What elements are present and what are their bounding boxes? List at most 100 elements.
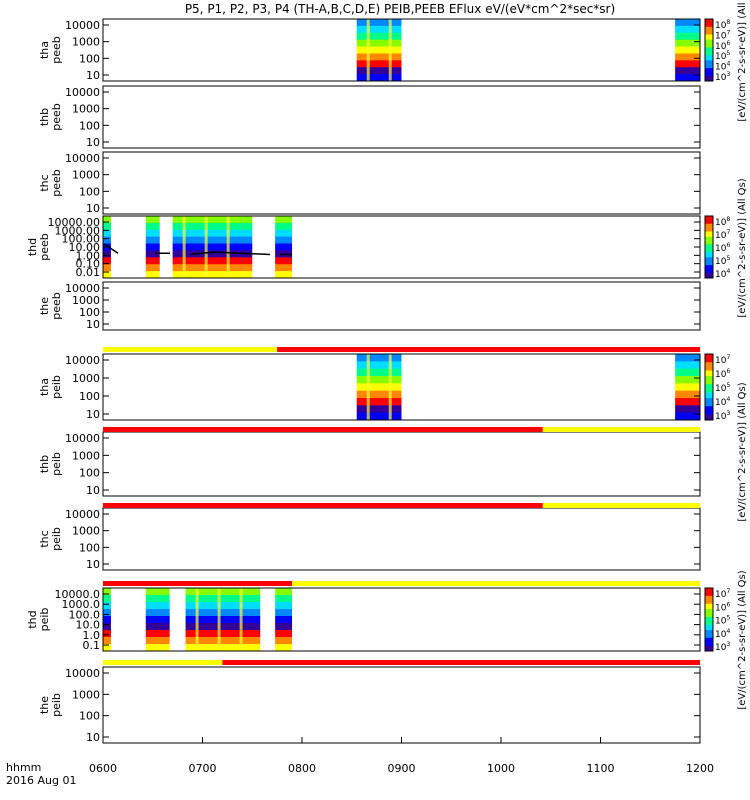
panel-tha_peib: 10000 1000 100 10 tha peib 107 106 105 104 103 bbox=[38, 347, 730, 422]
status-bar-red bbox=[277, 347, 700, 352]
spectrogram-stripe bbox=[388, 354, 392, 420]
panel-frame bbox=[102, 18, 701, 82]
y-tick-label: 10000 bbox=[65, 508, 100, 521]
status-bar-red bbox=[103, 427, 543, 432]
spectrogram-band bbox=[675, 412, 700, 421]
colorbar-cell bbox=[705, 362, 713, 366]
panel-label-instrument: peib bbox=[50, 527, 63, 551]
spectrogram-band bbox=[172, 257, 253, 265]
spectrogram-band bbox=[185, 616, 261, 624]
spectrogram-band bbox=[356, 405, 402, 414]
colorbar-cell bbox=[705, 47, 713, 51]
colorbar-cell bbox=[705, 34, 713, 38]
y-tick-label: 1000 bbox=[72, 294, 100, 307]
spectrogram-band bbox=[275, 216, 293, 224]
y-tick-label: 1000 bbox=[72, 449, 100, 462]
spectrogram-band bbox=[675, 60, 700, 68]
spectrogram-band bbox=[275, 257, 293, 265]
y-tick-label: 10000 bbox=[65, 19, 100, 32]
spectrogram-band bbox=[185, 595, 261, 603]
panel-label: tha bbox=[38, 378, 51, 396]
panel-thb_peeb: 10000 1000 100 10 thb peeb bbox=[38, 85, 701, 149]
colorbar-tick-label: 103 bbox=[715, 410, 730, 422]
panel-label-instrument: peib bbox=[50, 375, 63, 399]
colorbar-cell bbox=[705, 247, 713, 251]
spectrogram-block bbox=[185, 588, 261, 652]
y-tick-label: 1000 bbox=[72, 372, 100, 385]
panel-label: thb bbox=[38, 455, 51, 473]
spectrogram-block bbox=[275, 216, 293, 279]
y-tick-label: 10 bbox=[86, 136, 100, 149]
x-tick-label: 0900 bbox=[388, 762, 416, 775]
colorbar-tick-label: 105 bbox=[715, 615, 730, 627]
colorbar-cell bbox=[705, 403, 713, 407]
colorbar-tick-label: 107 bbox=[715, 588, 730, 600]
status-bar bbox=[103, 660, 700, 665]
spectrogram-stripe bbox=[204, 216, 208, 278]
colorbar-cell bbox=[705, 640, 713, 644]
colorbar-cell bbox=[705, 21, 713, 25]
colorbar-cell bbox=[705, 598, 713, 602]
spectrogram-band bbox=[675, 383, 700, 392]
spectrogram-band bbox=[145, 271, 160, 279]
spectrogram-band bbox=[675, 74, 700, 82]
spectrogram-band bbox=[103, 616, 111, 624]
colorbar-cell bbox=[705, 226, 713, 230]
date-label: 2016 Aug 01 bbox=[6, 774, 76, 787]
spectrogram-stripe bbox=[195, 588, 199, 651]
spectrogram-band bbox=[103, 637, 111, 645]
colorbar-cell bbox=[705, 262, 713, 266]
colorbar-cell bbox=[705, 19, 713, 23]
colorbar-cell bbox=[705, 252, 713, 256]
spectrogram-band bbox=[172, 243, 253, 251]
colorbar-cell bbox=[705, 616, 713, 620]
colorbar-cell bbox=[705, 65, 713, 69]
panel-thc_peib: 10000 1000 100 10 thc peib bbox=[38, 503, 701, 571]
spectrogram-band bbox=[275, 222, 293, 231]
status-bar-yellow bbox=[542, 427, 700, 432]
y-tick-label: 10000 bbox=[65, 354, 100, 367]
spectrogram-block bbox=[145, 216, 160, 279]
spectrogram-band bbox=[145, 222, 160, 231]
colorbar-tick-label: 103 bbox=[715, 641, 730, 653]
spectrogram-band bbox=[103, 602, 111, 610]
panel-label-instrument: peeb bbox=[50, 292, 63, 320]
y-tick-label: 10000 bbox=[65, 282, 100, 295]
colorbar-cell bbox=[705, 39, 713, 43]
spectrogram-band bbox=[356, 39, 402, 48]
spectrogram-band bbox=[172, 216, 253, 224]
spectrogram-band bbox=[675, 405, 700, 414]
y-tick-label: 1000 bbox=[72, 688, 100, 701]
spectrogram-band bbox=[185, 623, 261, 631]
status-bar bbox=[103, 427, 700, 432]
y-tick-label: 10 bbox=[86, 484, 100, 497]
colorbar-cell bbox=[705, 370, 713, 374]
spectrogram-band bbox=[356, 390, 402, 399]
spectrogram-band bbox=[145, 236, 160, 245]
spectrogram-stripe bbox=[366, 19, 370, 81]
spectrogram-band bbox=[172, 271, 253, 279]
colorbar-cell bbox=[705, 24, 713, 28]
colorbar-cell bbox=[705, 275, 713, 279]
spectrogram-band bbox=[103, 229, 111, 238]
colorbar-cell bbox=[705, 381, 713, 385]
colorbar-cell bbox=[705, 603, 713, 607]
y-tick-label: 100.00 bbox=[62, 233, 101, 246]
spectrogram-band bbox=[145, 588, 170, 596]
colorbar-cell bbox=[705, 31, 713, 35]
spectrogram-band bbox=[675, 368, 700, 377]
colorbar-cell bbox=[705, 228, 713, 232]
colorbar-tick-label: 106 bbox=[715, 368, 730, 380]
spectrogram-band bbox=[675, 361, 700, 370]
panel-frame bbox=[102, 587, 701, 652]
colorbar-cell bbox=[705, 270, 713, 274]
y-tick-label: 100.0 bbox=[69, 608, 101, 621]
x-tick-label: 1200 bbox=[686, 762, 714, 775]
spectrogram-band bbox=[172, 229, 253, 238]
spectrogram-band bbox=[356, 412, 402, 421]
